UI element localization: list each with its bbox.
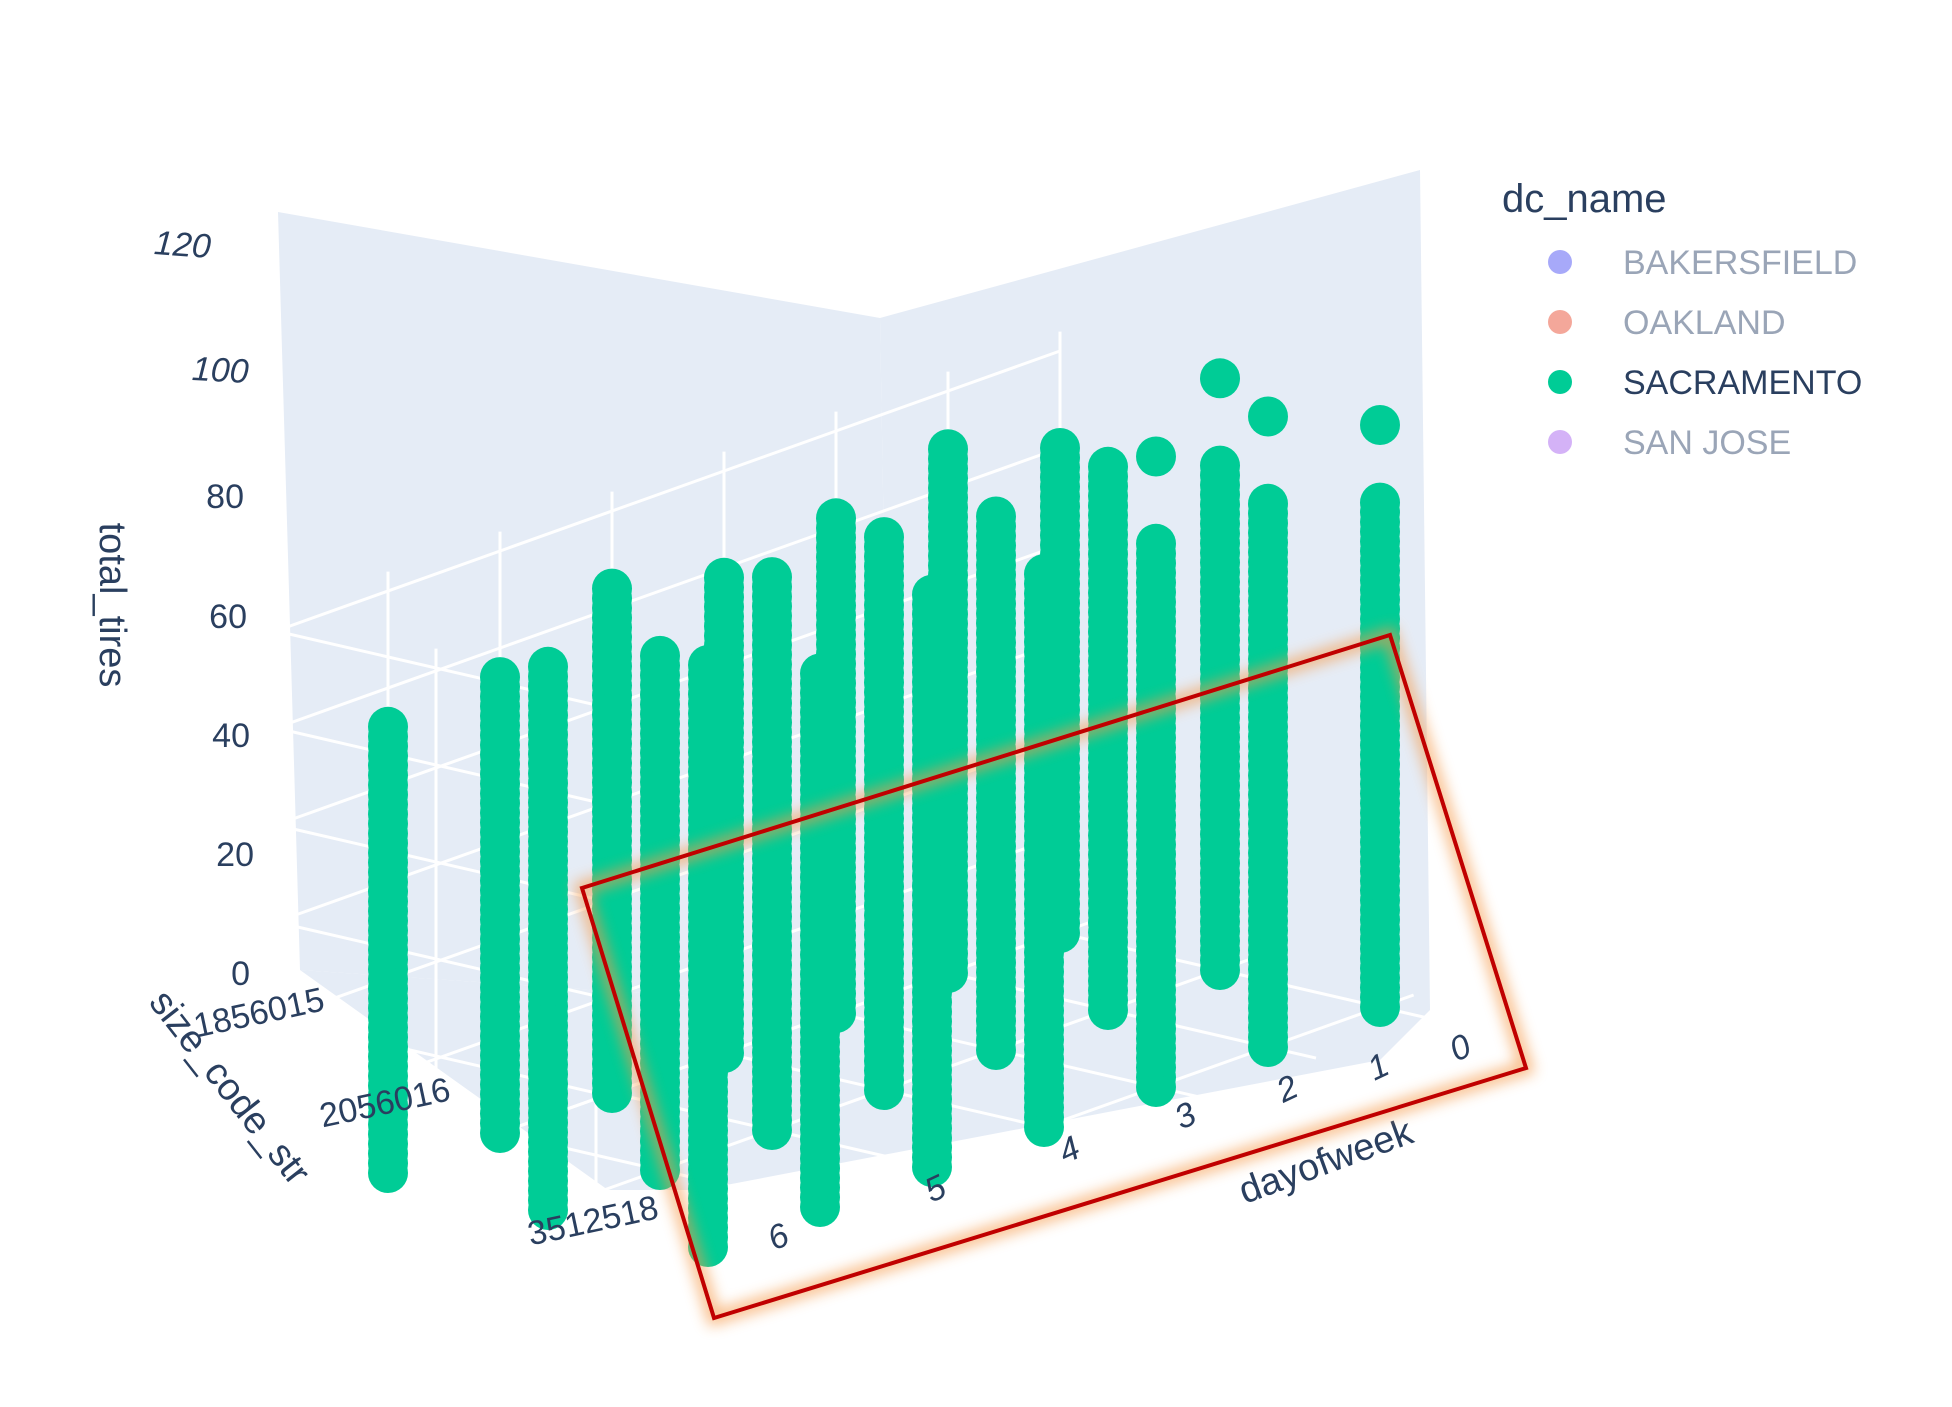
marker-point[interactable] — [368, 706, 408, 747]
legend-marker-oakland — [1548, 310, 1572, 334]
highlight-box — [573, 626, 1535, 1327]
marker-point[interactable] — [1088, 446, 1128, 487]
marker-stem-day4-2056016 — [752, 557, 792, 1150]
marker-stem-day0-1856015 — [1040, 428, 1080, 953]
marker-stem-day2-1856015 — [816, 498, 856, 1033]
z-tick-100: 100 — [191, 350, 250, 391]
legend-label-sacramento: SACRAMENTO — [1623, 364, 1862, 402]
marker-stem-day3-2056016 — [864, 517, 904, 1110]
marker-point[interactable] — [976, 496, 1016, 537]
marker-stem-day6-2056016 — [528, 646, 568, 1230]
legend-item-san-jose[interactable]: SAN JOSE — [1548, 424, 1791, 462]
marker-point[interactable] — [640, 635, 680, 676]
legend-label-san-jose: SAN JOSE — [1623, 424, 1791, 462]
marker-point[interactable] — [480, 657, 520, 698]
marker-point[interactable] — [1360, 405, 1400, 445]
marker-point[interactable] — [1136, 436, 1176, 477]
gridline-z-120-right — [275, 349, 1061, 633]
legend-marker-san-jose — [1548, 430, 1572, 454]
z-tick-0: 0 — [231, 955, 250, 993]
legend-item-bakersfield[interactable]: BAKERSFIELD — [1548, 244, 1857, 282]
z-tick-60: 60 — [209, 598, 247, 636]
legend-title: dc_name — [1502, 177, 1667, 221]
gridline-z-0-left — [275, 1211, 613, 1293]
marker-point[interactable] — [816, 498, 856, 539]
marker-point[interactable] — [1248, 483, 1288, 524]
marker-point[interactable] — [592, 568, 632, 609]
legend-label-bakersfield: BAKERSFIELD — [1623, 244, 1857, 282]
marker-point[interactable] — [1360, 482, 1400, 523]
z-tick-120: 120 — [153, 224, 212, 266]
legend-marker-bakersfield — [1548, 250, 1572, 274]
z-tick-40: 40 — [212, 717, 250, 755]
x-tick-1: 1 — [1362, 1046, 1395, 1088]
legend-item-sacramento[interactable]: SACRAMENTO — [1548, 364, 1862, 402]
legend-item-oakland[interactable]: OAKLAND — [1548, 304, 1786, 342]
marker-point[interactable] — [1136, 523, 1176, 564]
marker-stem-day6-1856015 — [368, 706, 408, 1193]
marker-stem-day1-2056016 — [1088, 446, 1128, 1030]
marker-stem-day5-1856015 — [480, 657, 520, 1153]
marker-point[interactable] — [1200, 358, 1240, 399]
z-tick-80: 80 — [206, 478, 244, 516]
marker-point[interactable] — [1200, 445, 1240, 486]
marker-point[interactable] — [752, 557, 792, 598]
marker-stem-day1-1856015 — [928, 429, 968, 993]
marker-point[interactable] — [704, 557, 744, 598]
sacramento-markers — [368, 358, 1400, 1267]
x-tick-6: 6 — [762, 1216, 795, 1258]
marker-stem-day0-2056016 — [1200, 358, 1240, 990]
marker-point[interactable] — [864, 517, 904, 558]
marker-point[interactable] — [528, 646, 568, 687]
legend: dc_name BAKERSFIELD OAKLAND SACRAMENTO S… — [1502, 177, 1862, 462]
marker-stem-day2-2056016 — [976, 496, 1016, 1070]
marker-point[interactable] — [1248, 396, 1288, 437]
marker-point[interactable] — [1040, 428, 1080, 468]
marker-stem-day1-3512518 — [1248, 396, 1288, 1067]
z-axis-title: total_tires — [91, 523, 133, 688]
z-axis-ticks: 120 100 80 60 40 20 0 — [153, 224, 254, 993]
marker-stem-day3-1856015 — [704, 557, 744, 1073]
legend-marker-sacramento — [1548, 370, 1572, 394]
marker-point[interactable] — [928, 429, 968, 470]
marker-stem-day0-3512518 — [1360, 405, 1400, 1027]
x-tick-0: 0 — [1444, 1027, 1477, 1069]
marker-stem-day2-3512518 — [1136, 436, 1176, 1107]
z-tick-20: 20 — [216, 836, 254, 874]
legend-label-oakland: OAKLAND — [1623, 304, 1786, 342]
x-tick-3: 3 — [1169, 1095, 1202, 1137]
